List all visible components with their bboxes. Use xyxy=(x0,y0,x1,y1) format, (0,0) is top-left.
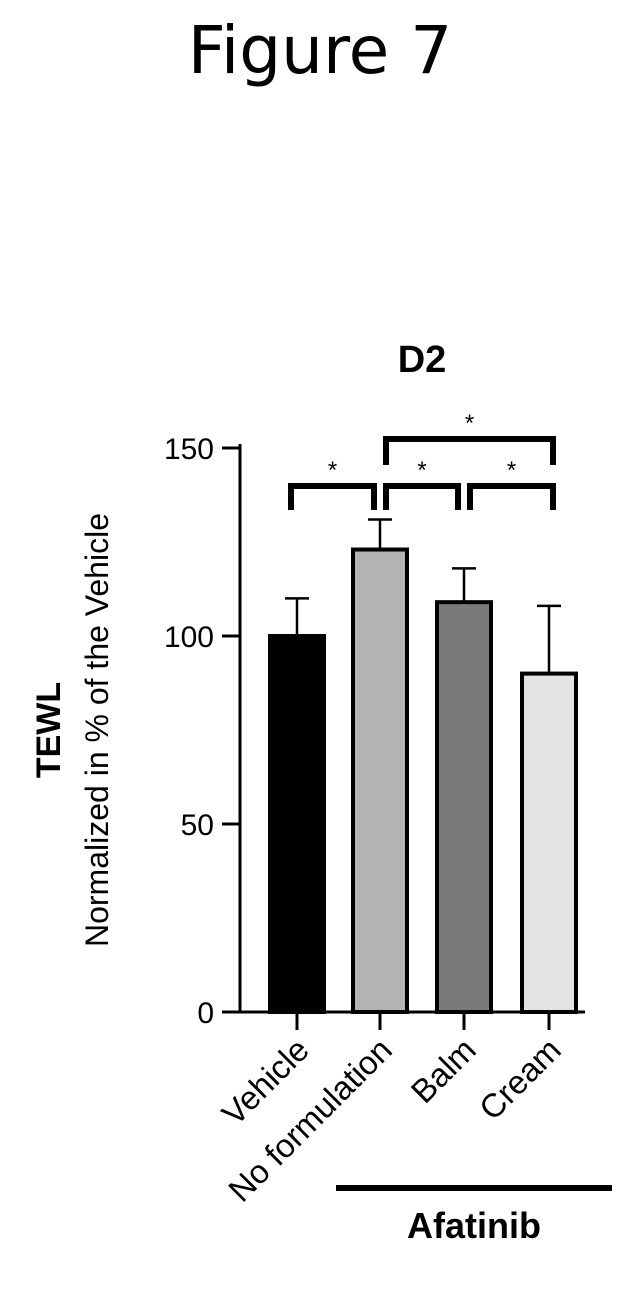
significance-bracket xyxy=(383,483,461,510)
bar-cream xyxy=(520,671,578,1014)
bar-no-formulation xyxy=(351,547,409,1015)
bar-vehicle xyxy=(268,634,326,1014)
y-tick-label: 0 xyxy=(197,997,214,1030)
significance-marker: * xyxy=(465,410,474,437)
y-tick-label: 150 xyxy=(164,433,214,466)
chart-title: D2 xyxy=(398,339,447,381)
significance-marker: * xyxy=(507,457,516,484)
bar-balm xyxy=(435,600,493,1014)
y-tick-label: 100 xyxy=(164,621,214,654)
significance-bracket xyxy=(383,436,556,465)
y-tick-label: 50 xyxy=(181,809,214,842)
figure-title: Figure 7 xyxy=(187,12,453,89)
significance-bracket xyxy=(288,483,377,510)
significance-bracket xyxy=(467,483,556,510)
x-tick-label: Cream xyxy=(472,1031,568,1127)
y-axis-label-line1: TEWL xyxy=(30,682,68,778)
significance-marker: * xyxy=(417,457,426,484)
y-axis-label-line2: Normalized in % of the Vehicle xyxy=(79,513,115,947)
significance-marker: * xyxy=(328,457,337,484)
x-tick-label: Balm xyxy=(404,1031,483,1110)
group-label: Afatinib xyxy=(407,1205,541,1246)
